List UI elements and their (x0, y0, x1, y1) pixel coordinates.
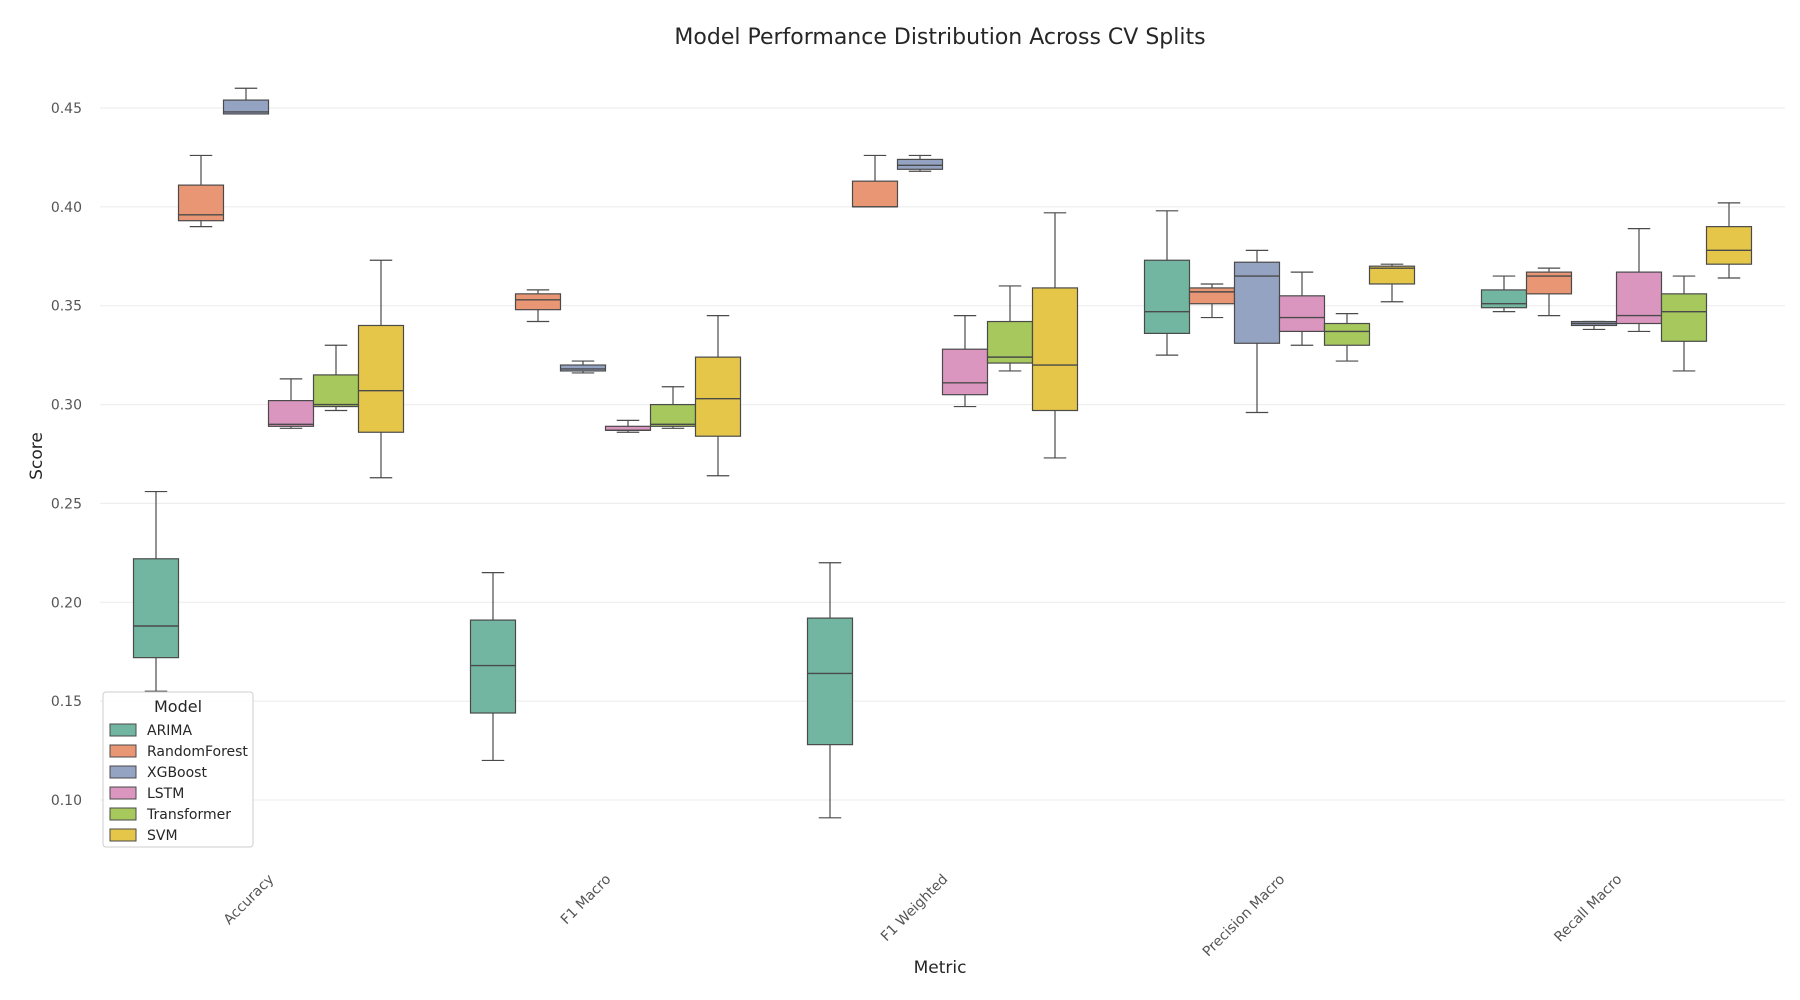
box-plot-area (132, 87, 1753, 819)
box-iqr (1323, 322, 1371, 346)
legend-swatch (109, 828, 137, 842)
x-axis-label: Metric (914, 958, 967, 978)
box-xgboost-recall-macro (1570, 320, 1618, 331)
legend-item-lstm: LSTM (109, 786, 184, 802)
legend-label: LSTM (147, 786, 184, 802)
box-xgboost-precision-macro (1233, 249, 1281, 414)
legend-label: XGBoost (147, 765, 207, 781)
box-iqr (694, 356, 742, 437)
legend-swatch (109, 765, 137, 779)
legend-items: ARIMA RandomForest XGBoost LSTM Transformer S… (109, 723, 248, 844)
x-axis-ticks: Accuracy F1 Macro F1 Weighted Precision Mac… (221, 872, 1626, 961)
box-iqr (1705, 226, 1753, 265)
y-axis-ticks: 0.10 0.15 0.20 0.25 0.30 0.35 0.40 0.45 (51, 101, 82, 809)
box-iqr (806, 617, 854, 746)
x-tick-label: Precision Macro (1200, 872, 1289, 961)
box-lstm-f1-weighted (941, 315, 989, 408)
box-iqr (1143, 259, 1191, 334)
box-xgboost-f1-weighted (896, 154, 944, 172)
box-arima-f1-macro (469, 572, 517, 762)
legend-item-svm: SVM (109, 828, 178, 844)
box-arima-recall-macro (1480, 275, 1528, 313)
box-lstm-recall-macro (1615, 228, 1663, 333)
legend-item-randomforest: RandomForest (109, 744, 248, 760)
box-iqr (469, 619, 517, 714)
x-tick-label: F1 Weighted (878, 872, 951, 945)
box-arima-f1-weighted (806, 562, 854, 819)
box-xgboost-f1-macro (559, 360, 607, 374)
box-iqr (1188, 287, 1236, 305)
legend-swatch (109, 807, 137, 821)
y-tick-label: 0.40 (51, 200, 82, 216)
legend-label: Transformer (146, 807, 231, 823)
box-transformer-f1-macro (649, 386, 697, 429)
box-arima-precision-macro (1143, 210, 1191, 356)
box-iqr (1480, 289, 1528, 309)
legend-item-xgboost: XGBoost (109, 765, 207, 781)
box-svm-recall-macro (1705, 202, 1753, 279)
box-iqr (1368, 265, 1416, 285)
box-iqr (941, 348, 989, 396)
y-tick-label: 0.10 (51, 793, 82, 809)
box-iqr (851, 180, 899, 208)
box-transformer-f1-weighted (986, 285, 1034, 372)
box-transformer-recall-macro (1660, 275, 1708, 372)
box-iqr (312, 374, 360, 408)
legend-swatch (109, 723, 137, 737)
box-iqr (649, 403, 697, 427)
box-xgboost-accuracy (222, 87, 270, 115)
box-lstm-precision-macro (1278, 271, 1326, 346)
box-iqr (986, 320, 1034, 364)
legend-swatch (109, 786, 137, 800)
box-iqr (514, 293, 562, 311)
y-tick-label: 0.45 (51, 101, 82, 117)
box-randomforest-f1-weighted (851, 154, 899, 208)
box-iqr (1525, 271, 1573, 295)
box-arima-accuracy (132, 490, 180, 692)
x-tick-label: F1 Macro (558, 872, 614, 928)
box-randomforest-recall-macro (1525, 267, 1573, 317)
legend-label: RandomForest (147, 744, 248, 760)
box-iqr (267, 400, 315, 427)
legend-item-arima: ARIMA (109, 723, 193, 739)
box-svm-f1-weighted (1031, 212, 1079, 459)
box-randomforest-f1-macro (514, 289, 562, 323)
x-tick-label: Recall Macro (1551, 872, 1625, 946)
box-iqr (222, 99, 270, 115)
y-tick-label: 0.20 (51, 595, 82, 611)
y-axis-label: Score (27, 432, 47, 480)
legend: Model ARIMA RandomForest XGBoost LSTM Transf… (102, 691, 254, 848)
box-lstm-f1-macro (604, 419, 652, 433)
box-svm-precision-macro (1368, 263, 1416, 303)
box-randomforest-accuracy (177, 154, 225, 228)
chart-title: Model Performance Distribution Across CV… (674, 25, 1205, 50)
box-iqr (357, 324, 405, 433)
y-tick-label: 0.25 (51, 496, 82, 512)
box-iqr (1660, 293, 1708, 342)
y-tick-label: 0.30 (51, 398, 82, 414)
box-iqr (132, 558, 180, 659)
legend-frame (102, 691, 254, 848)
legend-item-transformer: Transformer (109, 807, 231, 823)
legend-title: Model (154, 697, 202, 716)
box-randomforest-precision-macro (1188, 283, 1236, 319)
gridlines (100, 107, 1785, 801)
box-transformer-precision-macro (1323, 313, 1371, 362)
y-tick-label: 0.35 (51, 299, 82, 315)
box-iqr (896, 158, 944, 170)
box-svm-accuracy (357, 259, 405, 479)
legend-swatch (109, 744, 137, 758)
box-iqr (1278, 295, 1326, 333)
box-iqr (559, 364, 607, 372)
box-iqr (1233, 261, 1281, 344)
y-tick-label: 0.15 (51, 694, 82, 710)
legend-label: SVM (147, 828, 178, 844)
box-transformer-accuracy (312, 344, 360, 412)
box-svm-f1-macro (694, 315, 742, 477)
box-lstm-accuracy (267, 378, 315, 429)
box-iqr (1031, 287, 1079, 412)
legend-label: ARIMA (147, 723, 193, 739)
x-tick-label: Accuracy (221, 872, 278, 929)
